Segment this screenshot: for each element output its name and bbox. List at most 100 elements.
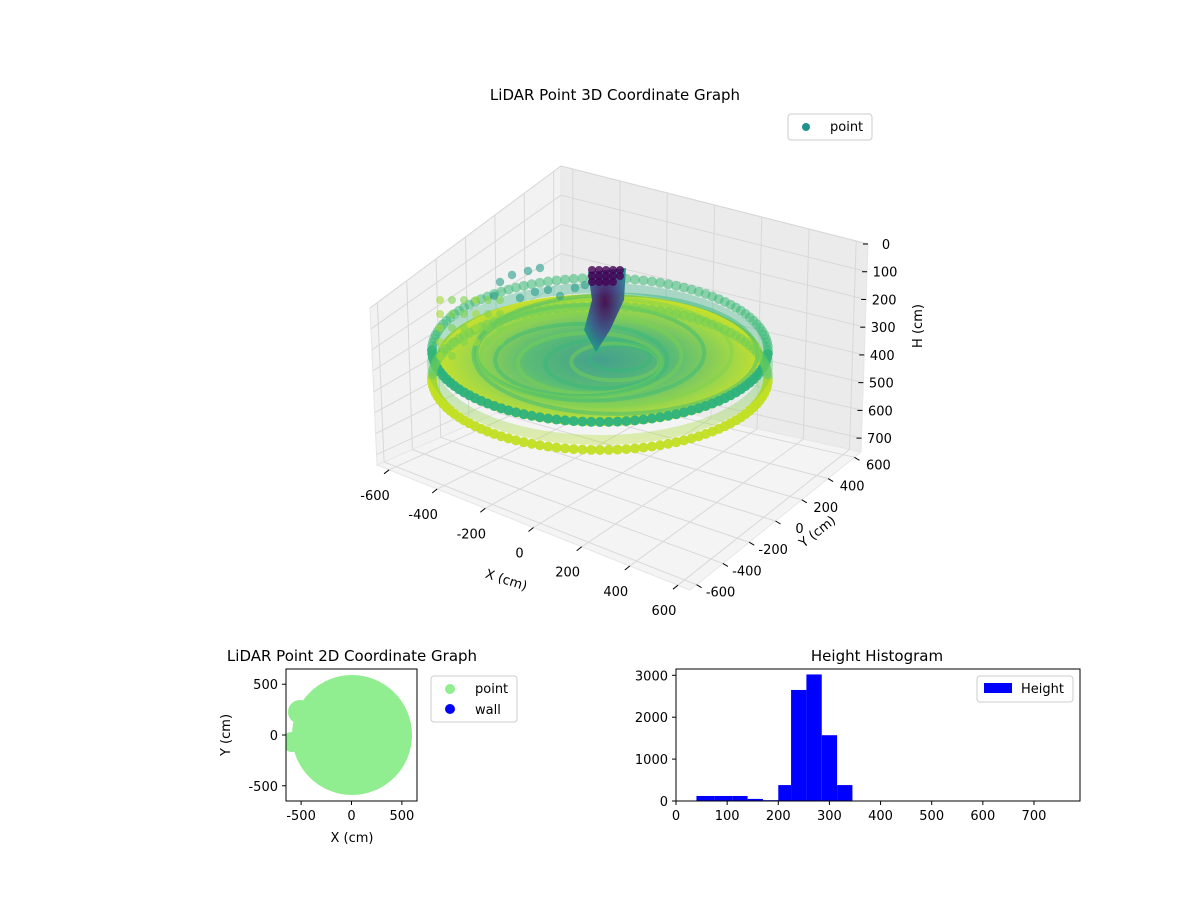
lobe-point	[484, 296, 492, 304]
grid-line-y	[406, 280, 413, 450]
lobe-point	[436, 296, 444, 304]
high-point	[489, 291, 499, 301]
lobe-point	[448, 324, 456, 332]
rim-point	[663, 410, 674, 421]
chart-3d: LiDAR Point 3D Coordinate Graph	[360, 86, 926, 619]
tick-mark-x	[383, 469, 390, 475]
rim-point	[663, 279, 674, 290]
point-lobe-2d	[288, 700, 312, 724]
peak-point	[602, 278, 610, 286]
peak-point	[588, 278, 596, 286]
grid-line-z	[560, 165, 869, 245]
tick-label-x-hist: 200	[766, 809, 791, 824]
rim-point	[603, 416, 614, 427]
rim-point	[526, 438, 537, 449]
chart-histogram: Height Histogram 0 100 200 300 400 500 600 7000…	[635, 647, 1081, 824]
tick-label-x: 400	[603, 585, 628, 600]
high-point	[555, 291, 565, 301]
histogram-bar	[778, 785, 792, 801]
tick-label-y: -600	[706, 586, 736, 601]
tick-label-y: 0	[795, 522, 803, 537]
lobe-point	[496, 296, 504, 304]
rim-point	[646, 441, 657, 452]
lobe-point	[460, 310, 468, 318]
lobe-point	[484, 324, 492, 332]
histogram-bar	[747, 798, 763, 801]
high-point	[495, 277, 505, 287]
chart-2d-title: LiDAR Point 2D Coordinate Graph	[227, 647, 477, 665]
y-axis-label-2d: Y (cm)	[219, 714, 234, 757]
peak-point	[595, 278, 603, 286]
cloud-floor	[436, 294, 764, 426]
tick-label-y: 400	[840, 480, 865, 495]
rim-point	[629, 274, 640, 285]
x-axis-label-2d: X (cm)	[331, 831, 374, 846]
rim-point	[526, 307, 537, 318]
tick-label-y: 600	[866, 458, 891, 473]
rim-point	[568, 416, 579, 427]
lobe-point	[484, 310, 492, 318]
rim-point	[518, 409, 529, 420]
tick-label-y: 200	[813, 501, 838, 516]
legend-2d: point wall	[430, 675, 518, 723]
histogram-bars	[696, 674, 1080, 801]
peak-point	[595, 266, 603, 274]
rim-point	[503, 284, 514, 295]
tick-label-x: -600	[360, 489, 390, 504]
rim-point	[518, 308, 529, 319]
tick-mark-y	[827, 478, 834, 482]
histogram-bar	[806, 674, 822, 801]
rim-point	[638, 303, 649, 314]
histogram-bar	[714, 795, 733, 801]
tick-label-y-2d: 0	[270, 729, 278, 744]
point-lobe-2d	[286, 732, 302, 752]
rim-point	[612, 416, 623, 427]
tick-label-z: 400	[870, 349, 895, 364]
ticks-2d: -500 0 500 -500 0 500	[248, 678, 414, 824]
tick-label-x: -400	[408, 508, 438, 523]
high-point	[535, 263, 545, 273]
tick-mark-x	[480, 507, 486, 513]
rim-point	[679, 282, 689, 293]
lobe-point	[436, 338, 444, 346]
tick-label-y-hist: 3000	[635, 669, 668, 684]
tick-label-y: -400	[732, 564, 762, 579]
lobe-point	[436, 352, 444, 360]
tick-label-y-hist: 1000	[635, 753, 668, 768]
peak-point	[616, 272, 624, 280]
rim-point	[663, 438, 674, 449]
peak-point	[609, 272, 617, 280]
rim-point	[543, 413, 554, 424]
rim-point	[671, 280, 682, 291]
tick-label-x-hist: 600	[970, 809, 995, 824]
rim-point	[543, 304, 554, 315]
tick-label-y-hist: 0	[660, 795, 668, 810]
rim-point	[638, 414, 649, 425]
rim-point	[543, 441, 554, 452]
rim-point	[511, 310, 521, 321]
rim-point	[586, 444, 597, 455]
legend-3d: point	[787, 113, 873, 141]
z-ticks-3d: 0 100 200 300 400 500 600 700	[856, 238, 897, 447]
cloud-texture	[569, 341, 662, 383]
tick-label-x: 0	[515, 547, 523, 562]
rim-point	[577, 301, 588, 312]
tick-label-x-2d: -500	[286, 809, 316, 824]
histogram-bar	[791, 689, 807, 801]
lobe-point	[472, 324, 480, 332]
legend-height-swatch	[984, 683, 1012, 693]
rim-point	[577, 416, 588, 427]
rim-point	[568, 444, 579, 455]
tick-mark-x	[528, 527, 534, 532]
chart-2d: LiDAR Point 2D Coordinate Graph -500 0 500…	[219, 647, 518, 846]
rim-point	[629, 415, 640, 426]
rim-point	[534, 305, 545, 316]
rim-point	[671, 437, 682, 448]
rim-point	[671, 308, 682, 319]
tick-label-z: 0	[882, 238, 890, 253]
peak-point	[588, 266, 596, 274]
histogram-bar	[696, 795, 715, 801]
peak-point	[595, 272, 603, 280]
rim-point	[560, 443, 571, 454]
